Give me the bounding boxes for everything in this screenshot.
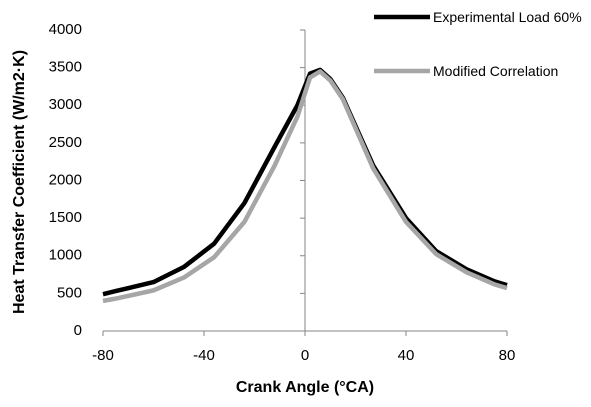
x-tick-label: 80 (499, 347, 516, 364)
y-tick-label: 2000 (49, 171, 82, 188)
legend-label: Modified Correlation (433, 63, 559, 79)
y-tick-label: 1500 (49, 209, 82, 226)
y-tick-label: 2500 (49, 134, 82, 151)
y-tick-label: 1000 (49, 247, 82, 264)
series-line (102, 67, 508, 297)
y-axis-label: Heat Transfer Coefficient (W/m2·K) (11, 50, 28, 314)
x-axis-label: Crank Angle (°CA) (236, 379, 374, 396)
y-tick-label: 3000 (49, 96, 82, 113)
series-line (102, 69, 508, 304)
y-tick-label: 0 (74, 322, 82, 339)
legend-label: Experimental Load 60% (433, 9, 582, 25)
x-tick-label: -80 (92, 347, 114, 364)
x-tick-label: 0 (301, 347, 309, 364)
y-tick-label: 4000 (49, 21, 82, 38)
x-tick-label: 40 (398, 347, 415, 364)
y-tick-label: 500 (57, 284, 82, 301)
x-tick-label: -40 (193, 347, 215, 364)
y-tick-label: 3500 (49, 59, 82, 76)
